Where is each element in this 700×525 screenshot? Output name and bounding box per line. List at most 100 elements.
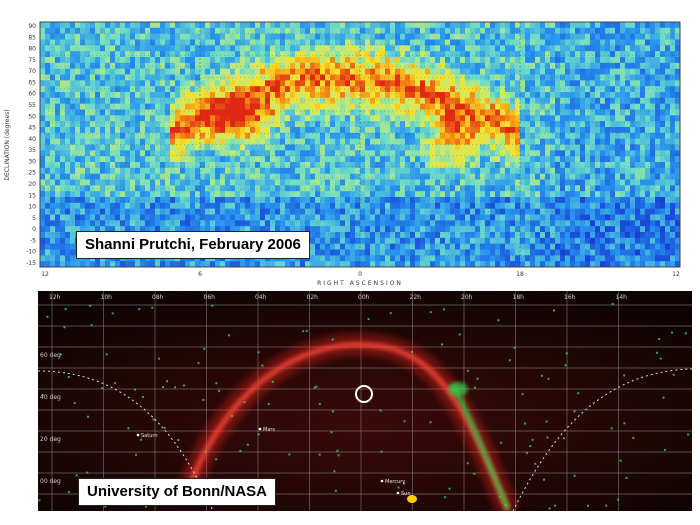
heatmap-cell bbox=[165, 156, 171, 163]
heatmap-cell bbox=[155, 191, 161, 198]
heatmap-cell bbox=[505, 208, 511, 215]
heatmap-cell bbox=[275, 45, 281, 52]
heatmap-cell bbox=[615, 86, 621, 93]
heatmap-cell bbox=[465, 103, 471, 110]
heatmap-cell bbox=[165, 62, 171, 70]
heatmap-cell bbox=[285, 22, 291, 29]
heatmap-cell bbox=[430, 132, 436, 140]
heatmap-cell bbox=[250, 173, 256, 180]
heatmap-cell bbox=[610, 68, 616, 75]
heatmap-cell bbox=[245, 191, 251, 198]
heatmap-cell bbox=[350, 127, 356, 134]
heatmap-cell bbox=[580, 156, 586, 163]
heatmap-cell bbox=[170, 156, 176, 163]
heatmap-cell bbox=[400, 243, 406, 250]
heatmap-cell bbox=[595, 45, 601, 52]
heatmap-cell bbox=[665, 144, 671, 151]
heatmap-cell bbox=[575, 232, 581, 239]
heatmap-cell bbox=[285, 226, 291, 233]
heatmap-cell bbox=[125, 202, 131, 210]
heatmap-cell bbox=[565, 115, 571, 122]
heatmap-cell bbox=[340, 202, 346, 210]
heatmap-cell bbox=[590, 57, 596, 64]
heatmap-cell bbox=[365, 33, 371, 40]
heatmap-cell bbox=[455, 22, 461, 29]
heatmap-cell bbox=[110, 121, 116, 128]
heatmap-cell bbox=[55, 226, 61, 233]
heatmap-cell bbox=[135, 97, 141, 105]
heatmap-cell bbox=[670, 97, 676, 105]
heatmap-cell bbox=[315, 51, 321, 58]
heatmap-cell bbox=[165, 150, 171, 157]
heatmap-cell bbox=[470, 208, 476, 215]
heatmap-cell bbox=[230, 39, 236, 46]
heatmap-cell bbox=[240, 80, 246, 87]
heatmap-cell bbox=[475, 179, 481, 186]
heatmap-cell bbox=[640, 243, 646, 250]
heatmap-cell bbox=[335, 144, 341, 151]
heatmap-cell bbox=[470, 92, 476, 99]
heatmap-cell bbox=[565, 173, 571, 180]
heatmap-cell bbox=[435, 39, 441, 46]
heatmap-cell bbox=[585, 109, 591, 116]
heatmap-cell bbox=[560, 68, 566, 75]
heatmap-cell bbox=[650, 115, 656, 122]
heatmap-cell bbox=[145, 39, 151, 46]
heatmap-cell bbox=[140, 45, 146, 52]
heatmap-cell bbox=[355, 156, 361, 163]
heatmap-cell bbox=[145, 45, 151, 52]
heatmap-cell bbox=[220, 162, 226, 169]
heatmap-cell bbox=[205, 167, 211, 175]
heatmap-cell bbox=[55, 22, 61, 29]
heatmap-cell bbox=[295, 74, 301, 81]
heatmap-cell bbox=[485, 191, 491, 198]
heatmap-cell bbox=[65, 173, 71, 180]
heatmap-cell bbox=[450, 185, 456, 192]
heatmap-cell bbox=[105, 156, 111, 163]
heatmap-cell bbox=[545, 86, 551, 93]
heatmap-cell bbox=[610, 97, 616, 105]
heatmap-cell bbox=[170, 51, 176, 58]
heatmap-cell bbox=[330, 109, 336, 116]
heatmap-cell bbox=[360, 150, 366, 157]
heatmap-cell bbox=[140, 162, 146, 169]
heatmap-cell bbox=[310, 115, 316, 122]
heatmap-cell bbox=[325, 167, 331, 175]
heatmap-cell bbox=[355, 185, 361, 192]
heatmap-cell bbox=[395, 22, 401, 29]
heatmap-cell bbox=[375, 80, 381, 87]
heatmap-cell bbox=[145, 80, 151, 87]
heatmap-cell bbox=[190, 202, 196, 210]
heatmap-cell bbox=[330, 121, 336, 128]
heatmap-cell bbox=[300, 22, 306, 29]
heatmap-cell bbox=[360, 208, 366, 215]
heatmap-cell bbox=[385, 74, 391, 81]
heatmap-cell bbox=[280, 167, 286, 175]
heatmap-cell bbox=[115, 132, 121, 140]
heatmap-cell bbox=[375, 138, 381, 145]
heatmap-cell bbox=[145, 150, 151, 157]
heatmap-cell bbox=[170, 173, 176, 180]
heatmap-cell bbox=[335, 62, 341, 70]
heatmap-cell bbox=[455, 243, 461, 250]
heatmap-cell bbox=[240, 226, 246, 233]
heatmap-cell bbox=[375, 121, 381, 128]
heatmap-cell bbox=[520, 173, 526, 180]
heatmap-cell bbox=[70, 232, 76, 239]
heatmap-cell bbox=[605, 86, 611, 93]
heatmap-cell bbox=[70, 156, 76, 163]
heatmap-cell bbox=[130, 121, 136, 128]
heatmap-cell bbox=[280, 214, 286, 221]
heatmap-cell bbox=[390, 121, 396, 128]
heatmap-cell bbox=[95, 220, 101, 227]
heatmap-cell bbox=[410, 185, 416, 192]
heatmap-cell bbox=[405, 179, 411, 186]
heatmap-cell bbox=[645, 68, 651, 75]
heatmap-cell bbox=[270, 92, 276, 99]
heatmap-cell bbox=[635, 232, 641, 239]
heatmap-cell bbox=[645, 39, 651, 46]
heatmap-cell bbox=[285, 167, 291, 175]
heatmap-cell bbox=[340, 62, 346, 70]
heatmap-cell bbox=[510, 150, 516, 157]
heatmap-cell bbox=[170, 121, 176, 128]
